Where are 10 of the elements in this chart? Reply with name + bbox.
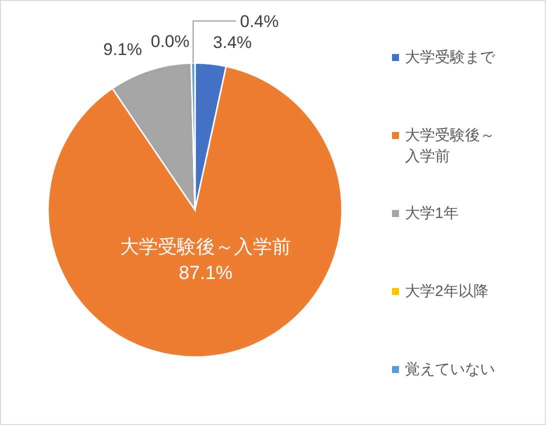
text: 0.0%	[150, 32, 190, 52]
data-label: 大学受験後～入学前 87.1%	[120, 236, 292, 284]
data-label: 0.4%	[240, 12, 279, 32]
legend-label: 大学2年以降	[405, 283, 488, 300]
legend-label: 大学受験まで	[405, 49, 496, 66]
data-label: 9.1%	[103, 40, 142, 60]
legend-label: 覚えていない	[405, 361, 495, 378]
legend-label: 大学受験後～入学前	[405, 127, 495, 165]
legend-label: 大学1年	[405, 205, 458, 222]
data-label: 3.4%	[213, 32, 252, 52]
